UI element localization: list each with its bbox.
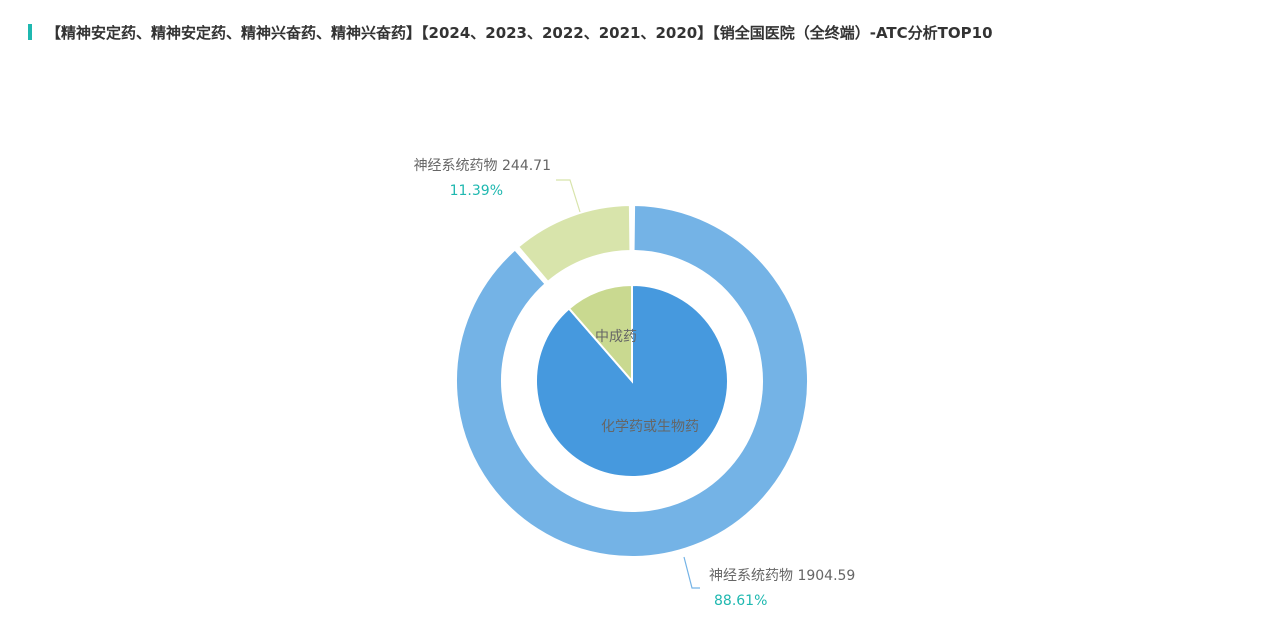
outer-ring	[455, 203, 809, 558]
leader-line	[683, 556, 700, 589]
inner-labels: 化学药或生物药 中成药	[595, 329, 699, 435]
inner-slice-label: 中成药	[595, 329, 637, 345]
chart-header: 【精神安定药、精神安定药、精神兴奋药、精神兴奋药】【2024、2023、2022…	[28, 22, 993, 42]
inner-slice[interactable]	[567, 283, 633, 384]
inner-slice-label: 化学药或生物药	[601, 419, 699, 435]
slice-name-label: 神经系统药物 244.71	[414, 158, 551, 174]
outer-slice[interactable]	[455, 203, 809, 558]
outer-slice[interactable]	[516, 204, 632, 284]
inner-pie	[535, 283, 729, 478]
slice-name-label: 神经系统药物 1904.59	[709, 568, 855, 584]
title-accent-bar	[28, 24, 32, 40]
outer-labels: 神经系统药物 1904.59 88.61% 神经系统药物 244.71 11.39%	[414, 158, 856, 609]
slice-percent-label: 88.61%	[714, 593, 767, 609]
leader-line	[556, 179, 581, 213]
slice-percent-label: 11.39%	[450, 183, 503, 199]
chart-title: 【精神安定药、精神安定药、精神兴奋药、精神兴奋药】【2024、2023、2022…	[46, 23, 993, 42]
